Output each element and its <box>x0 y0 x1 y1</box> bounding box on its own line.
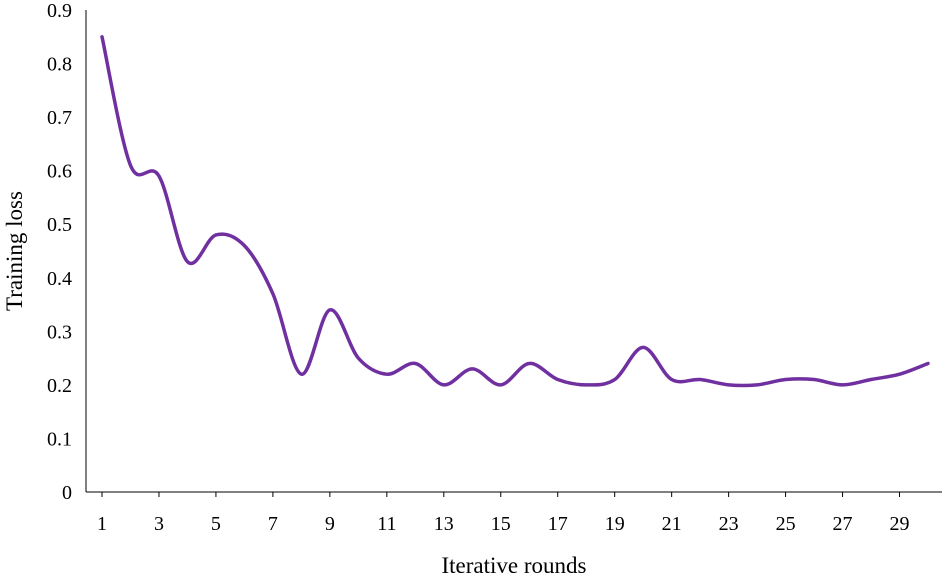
data-point <box>328 308 332 312</box>
data-point <box>499 383 503 387</box>
y-tick-label: 0.4 <box>47 268 72 290</box>
x-tick-label: 1 <box>97 513 107 535</box>
x-tick-label: 23 <box>719 513 739 535</box>
data-point <box>613 378 617 382</box>
y-tick-label: 0.9 <box>47 0 72 22</box>
data-point <box>812 378 816 382</box>
y-tick-labels: 0 0.1 0.2 0.3 0.4 0.5 0.6 0.7 0.8 0.9 <box>47 0 72 504</box>
y-tick-label: 0.2 <box>47 375 72 397</box>
y-tick-label: 0.3 <box>47 321 72 343</box>
data-point <box>898 372 902 376</box>
data-point <box>185 260 189 264</box>
x-tick-label: 11 <box>377 513 396 535</box>
data-point <box>470 367 474 371</box>
x-tick-label: 17 <box>548 513 568 535</box>
data-point <box>670 378 674 382</box>
data-point <box>841 383 845 387</box>
data-point <box>926 361 930 365</box>
data-point <box>100 35 104 39</box>
x-tick-label: 29 <box>890 513 910 535</box>
data-point <box>556 378 560 382</box>
x-axis-title: Iterative rounds <box>442 553 587 577</box>
data-point <box>784 378 788 382</box>
data-point <box>157 174 161 178</box>
data-point <box>641 345 645 349</box>
data-point <box>698 378 702 382</box>
x-tick-label: 27 <box>833 513 853 535</box>
data-point <box>128 163 132 167</box>
y-tick-label: 0.5 <box>47 214 72 236</box>
x-tick-label: 15 <box>491 513 511 535</box>
data-point <box>242 244 246 248</box>
x-tick-label: 3 <box>154 513 164 535</box>
data-point <box>271 292 275 296</box>
axes <box>85 10 942 493</box>
data-point <box>755 383 759 387</box>
y-tick-label: 0.7 <box>47 107 72 129</box>
x-tick-label: 21 <box>662 513 682 535</box>
data-point <box>727 383 731 387</box>
x-tick-label: 13 <box>434 513 454 535</box>
y-tick-label: 0.1 <box>47 428 72 450</box>
series-layer <box>100 35 930 388</box>
x-tick-labels: 1 3 5 7 9 11 13 15 17 19 21 23 25 27 29 <box>97 492 910 535</box>
x-tick-label: 5 <box>211 513 221 535</box>
y-tick-label: 0.6 <box>47 161 72 183</box>
data-point <box>356 356 360 360</box>
data-point <box>527 361 531 365</box>
x-tick-label: 25 <box>776 513 796 535</box>
data-point <box>442 383 446 387</box>
data-point <box>214 233 218 237</box>
x-tick-label: 19 <box>605 513 625 535</box>
data-point <box>413 361 417 365</box>
data-point <box>385 372 389 376</box>
y-tick-label: 0.8 <box>47 54 72 76</box>
y-tick-label: 0 <box>62 482 72 504</box>
data-point <box>584 383 588 387</box>
x-tick-label: 7 <box>268 513 278 535</box>
x-tick-label: 9 <box>325 513 335 535</box>
data-point <box>869 378 873 382</box>
y-axis-title: Training loss <box>2 191 27 311</box>
data-point <box>299 372 303 376</box>
series-line <box>100 35 930 388</box>
